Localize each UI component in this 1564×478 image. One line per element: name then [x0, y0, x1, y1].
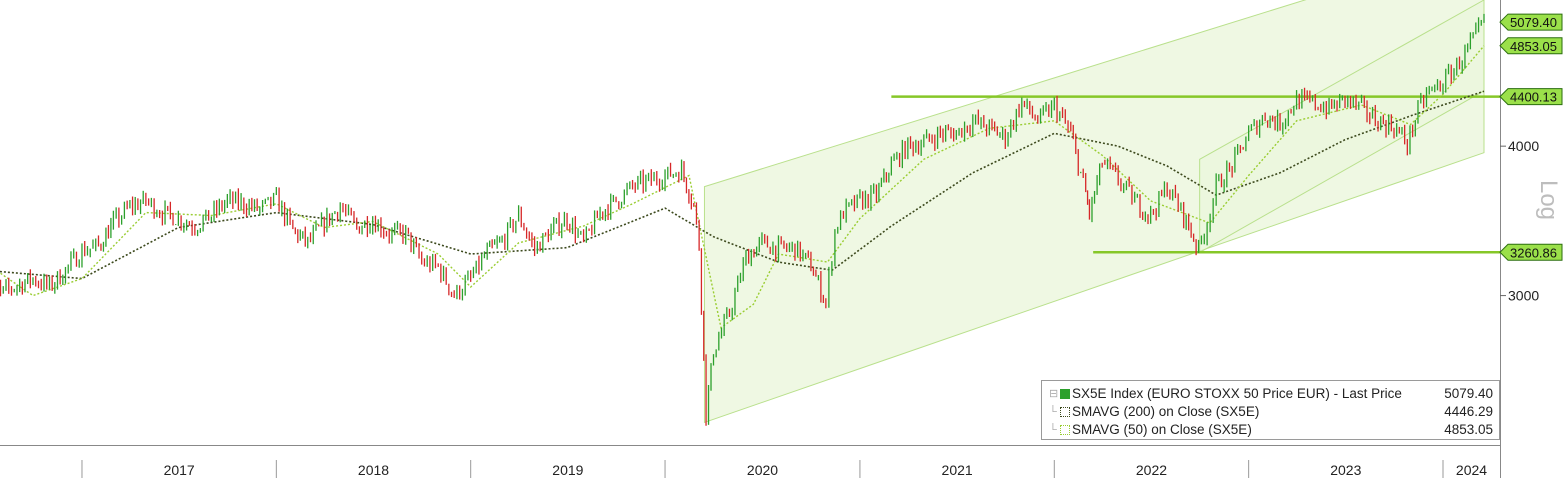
legend-sma50-name: SMAVG (50) on Close (SX5E)	[1072, 422, 1252, 437]
legend-row-price: ⊟ SX5E Index (EURO STOXX 50 Price EUR) -…	[1046, 385, 1493, 403]
price-tag: 3260.86	[1499, 243, 1563, 261]
y-axis: 3000 4000	[1500, 138, 1539, 304]
svg-text:3260.86: 3260.86	[1510, 245, 1557, 260]
trend-channel	[703, 0, 1485, 424]
legend-sma200-value: 4446.29	[1444, 404, 1493, 419]
price-tag: 4400.13	[1499, 88, 1563, 106]
x-tick-label: 2020	[747, 462, 778, 478]
legend-sma50-value: 4853.05	[1444, 422, 1493, 437]
sma50-line	[0, 45, 1485, 329]
y-axis-scale-label: Log	[1535, 180, 1562, 220]
x-tick-label: 2018	[358, 462, 389, 478]
legend-sma200-swatch	[1060, 407, 1070, 417]
x-tick-label: 2022	[1136, 462, 1167, 478]
legend-price-swatch	[1060, 389, 1070, 399]
legend-price-value: 5079.40	[1444, 386, 1493, 401]
x-tick-label: 2017	[164, 462, 195, 478]
x-tick-label: 2023	[1330, 462, 1361, 478]
x-axis: 2017 2018 2019 2020 2021 2022 2023 2024	[81, 460, 1487, 478]
x-tick-label: 2024	[1456, 462, 1487, 478]
plot-area	[0, 0, 1500, 426]
x-tick-label: 2021	[942, 462, 973, 478]
legend-row-sma200: └ SMAVG (200) on Close (SX5E) 4446.29	[1046, 403, 1493, 421]
price-tag: 5079.40	[1499, 13, 1563, 31]
x-tick-label: 2019	[552, 462, 583, 478]
legend-row-sma50: └ SMAVG (50) on Close (SX5E) 4853.05	[1046, 421, 1493, 439]
sma200-line	[0, 90, 1485, 280]
legend-sma200-name: SMAVG (200) on Close (SX5E)	[1072, 404, 1260, 419]
price-series	[0, 13, 1485, 426]
svg-text:4853.05: 4853.05	[1510, 39, 1557, 54]
legend-tree-icon: └	[1049, 424, 1057, 436]
legend: ⊟ SX5E Index (EURO STOXX 50 Price EUR) -…	[1041, 380, 1500, 440]
trend-channel	[1199, 0, 1485, 254]
y-tick-label: 3000	[1508, 288, 1539, 304]
legend-sma50-swatch	[1060, 425, 1070, 435]
legend-price-name: SX5E Index (EURO STOXX 50 Price EUR) - L…	[1072, 386, 1402, 401]
legend-tree-icon: └	[1049, 406, 1057, 418]
price-tag: 4853.05	[1499, 37, 1563, 55]
svg-text:5079.40: 5079.40	[1510, 15, 1557, 30]
y-tick-label: 4000	[1508, 138, 1539, 154]
legend-collapse-icon[interactable]: ⊟	[1049, 388, 1059, 400]
svg-text:4400.13: 4400.13	[1510, 90, 1557, 105]
right-axis-tags: 5079.40 4853.05 4400.13 3260.86	[1499, 13, 1563, 261]
